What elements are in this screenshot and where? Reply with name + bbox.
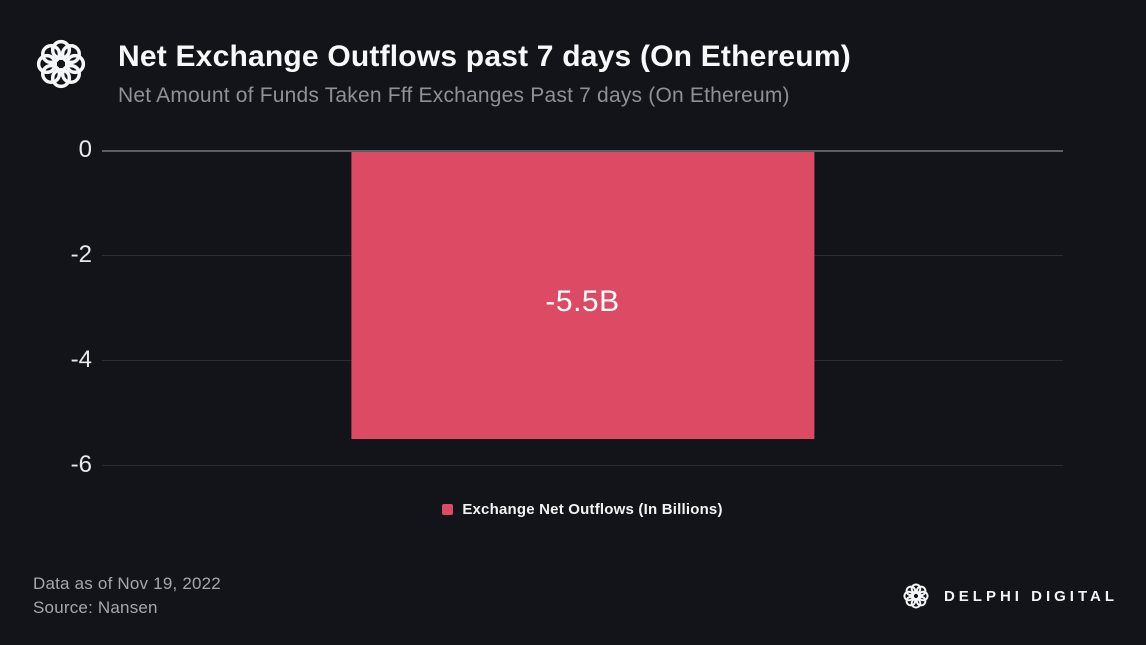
y-tick-label--2: -2 [70, 241, 92, 268]
source-text: Source: Nansen [33, 598, 158, 617]
footer-meta: Data as of Nov 19, 2022 Source: Nansen [33, 572, 221, 620]
y-tick-label--4: -4 [70, 346, 92, 373]
brand-lockup: DELPHI DIGITAL [900, 580, 1118, 612]
gridline-y-6 [102, 464, 1063, 466]
y-axis-labels: 0 -2 -4 -6 [18, 136, 92, 478]
gridline-y0 [102, 150, 1063, 152]
data-as-of-text: Data as of Nov 19, 2022 [33, 574, 221, 593]
bar-value-label: -5.5B [545, 285, 620, 319]
y-tick-label-0: 0 [78, 136, 92, 163]
plot-area: -5.5B [102, 150, 1063, 466]
page-title: Net Exchange Outflows past 7 days (On Et… [118, 40, 851, 73]
legend: Exchange Net Outflows (In Billions) [102, 501, 1063, 518]
legend-label: Exchange Net Outflows (In Billions) [462, 501, 723, 518]
delphi-knot-logo-small-icon [903, 583, 929, 609]
brand-wordmark: DELPHI DIGITAL [943, 587, 1118, 605]
y-tick-label--6: -6 [70, 451, 92, 478]
legend-swatch-icon [442, 504, 454, 515]
page-subtitle: Net Amount of Funds Taken Fff Exchanges … [118, 84, 790, 107]
net-outflows-bar[interactable]: -5.5B [350, 152, 815, 439]
delphi-knot-logo-icon [36, 39, 86, 89]
